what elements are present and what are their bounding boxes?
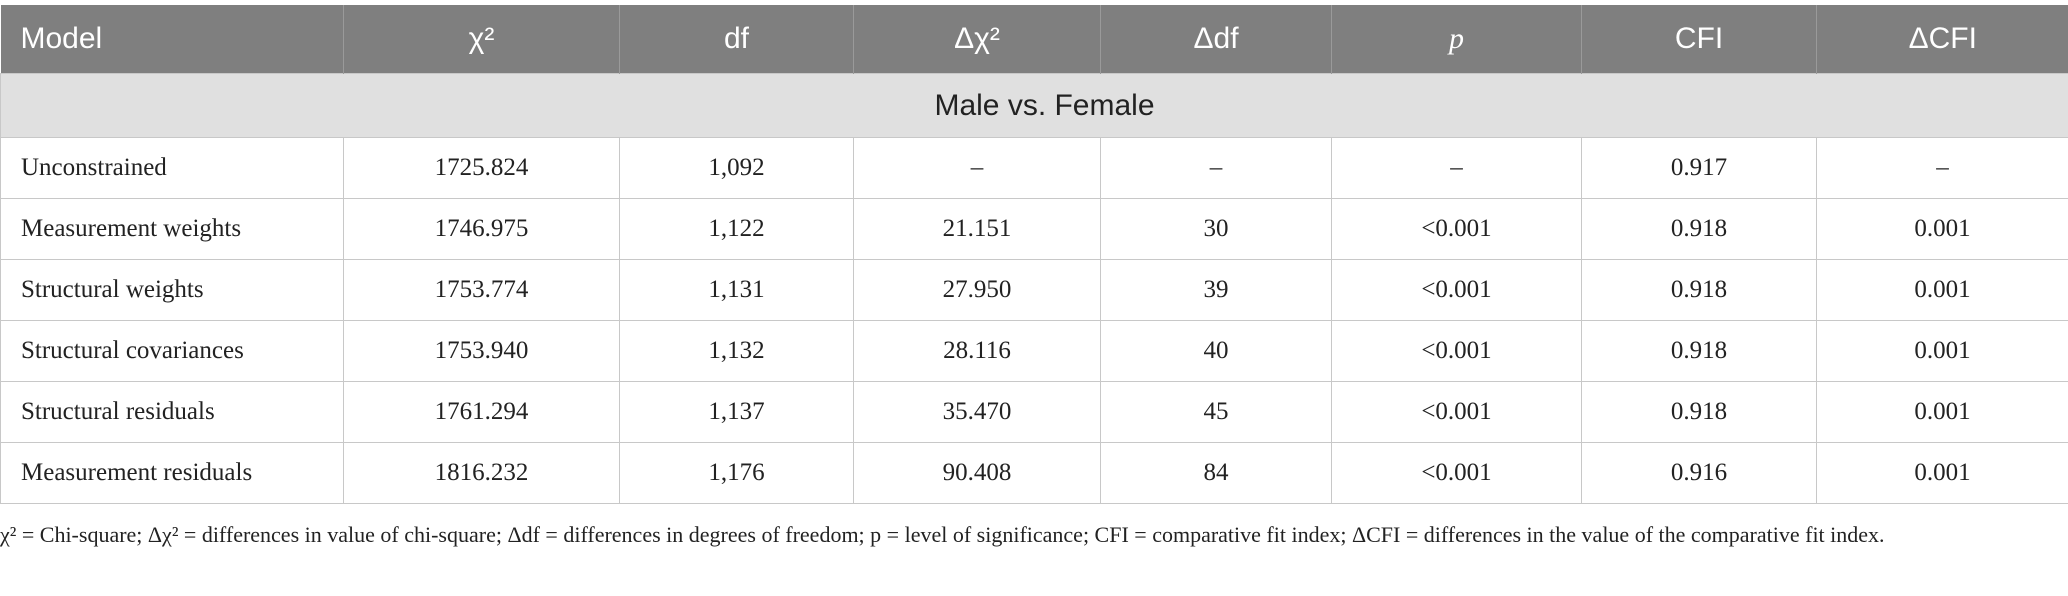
table-body: Male vs. Female Unconstrained 1725.824 1,0… — [0, 73, 2068, 504]
cell: 0.001 — [1816, 198, 2068, 260]
cell: <0.001 — [1331, 259, 1582, 321]
cell: 45 — [1100, 381, 1332, 443]
table-row: Structural weights 1753.774 1,131 27.950 39 <… — [0, 259, 2068, 321]
cell: – — [1100, 137, 1332, 199]
cell: 28.116 — [853, 320, 1101, 382]
cell: 1,092 — [619, 137, 854, 199]
cell: 90.408 — [853, 442, 1101, 504]
column-header: p — [1331, 5, 1582, 74]
row-label: Structural weights — [0, 259, 344, 321]
cell: 1,131 — [619, 259, 854, 321]
column-header: ΔCFI — [1816, 5, 2068, 74]
section-label: Male vs. Female — [0, 73, 2068, 138]
cell: 35.470 — [853, 381, 1101, 443]
cell: 1753.774 — [343, 259, 620, 321]
row-label: Unconstrained — [0, 137, 344, 199]
table-row: Structural covariances 1753.940 1,132 28.11… — [0, 320, 2068, 382]
table-row: Measurement weights 1746.975 1,122 21.151 30… — [0, 198, 2068, 260]
column-header: χ² — [343, 5, 620, 74]
cell: 1,176 — [619, 442, 854, 504]
row-label: Measurement residuals — [0, 442, 344, 504]
row-label: Structural covariances — [0, 320, 344, 382]
cell: 1816.232 — [343, 442, 620, 504]
cell: 1725.824 — [343, 137, 620, 199]
cell: 1753.940 — [343, 320, 620, 382]
cell: 0.918 — [1581, 198, 1817, 260]
column-header: Δχ² — [853, 5, 1101, 74]
table-row: Unconstrained 1725.824 1,092– – –0.917– — [0, 137, 2068, 199]
cell: 0.916 — [1581, 442, 1817, 504]
cell: 84 — [1100, 442, 1332, 504]
cell: <0.001 — [1331, 320, 1582, 382]
cell: – — [1816, 137, 2068, 199]
cell: 21.151 — [853, 198, 1101, 260]
cell: 0.918 — [1581, 381, 1817, 443]
table: Model χ² df Δχ² Δdf p CFI ΔCFI Male vs. Female … — [0, 5, 2068, 504]
column-header: Δdf — [1100, 5, 1332, 74]
row-label: Measurement weights — [0, 198, 344, 260]
column-header: df — [619, 5, 854, 74]
cell: <0.001 — [1331, 381, 1582, 443]
cell: 0.001 — [1816, 259, 2068, 321]
cell: 1746.975 — [343, 198, 620, 260]
cell: – — [1331, 137, 1582, 199]
table-row: Measurement residuals 1816.232 1,176 90.408… — [0, 442, 2068, 504]
cell: 1,122 — [619, 198, 854, 260]
cell: <0.001 — [1331, 442, 1582, 504]
cell: 1,132 — [619, 320, 854, 382]
column-header: CFI — [1581, 5, 1817, 74]
cell: 0.001 — [1816, 320, 2068, 382]
cell: 0.918 — [1581, 259, 1817, 321]
cell: 39 — [1100, 259, 1332, 321]
section-row: Male vs. Female — [0, 73, 2068, 138]
cell: 0.917 — [1581, 137, 1817, 199]
cell: 0.918 — [1581, 320, 1817, 382]
cell: 1761.294 — [343, 381, 620, 443]
column-header: Model — [0, 5, 344, 74]
footnote: χ² = Chi-square; Δχ² = differences in va… — [0, 522, 1885, 547]
cell: – — [853, 137, 1101, 199]
cell: 0.001 — [1816, 442, 2068, 504]
header-row: Model χ² df Δχ² Δdf p CFI ΔCFI — [0, 5, 2068, 74]
cell: 30 — [1100, 198, 1332, 260]
cell: 1,137 — [619, 381, 854, 443]
row-label: Structural residuals — [0, 381, 344, 443]
cell: 0.001 — [1816, 381, 2068, 443]
table-row: Structural residuals 1761.294 1,137 35.470 4… — [0, 381, 2068, 443]
cell: <0.001 — [1331, 198, 1582, 260]
cell: 27.950 — [853, 259, 1101, 321]
cell: 40 — [1100, 320, 1332, 382]
